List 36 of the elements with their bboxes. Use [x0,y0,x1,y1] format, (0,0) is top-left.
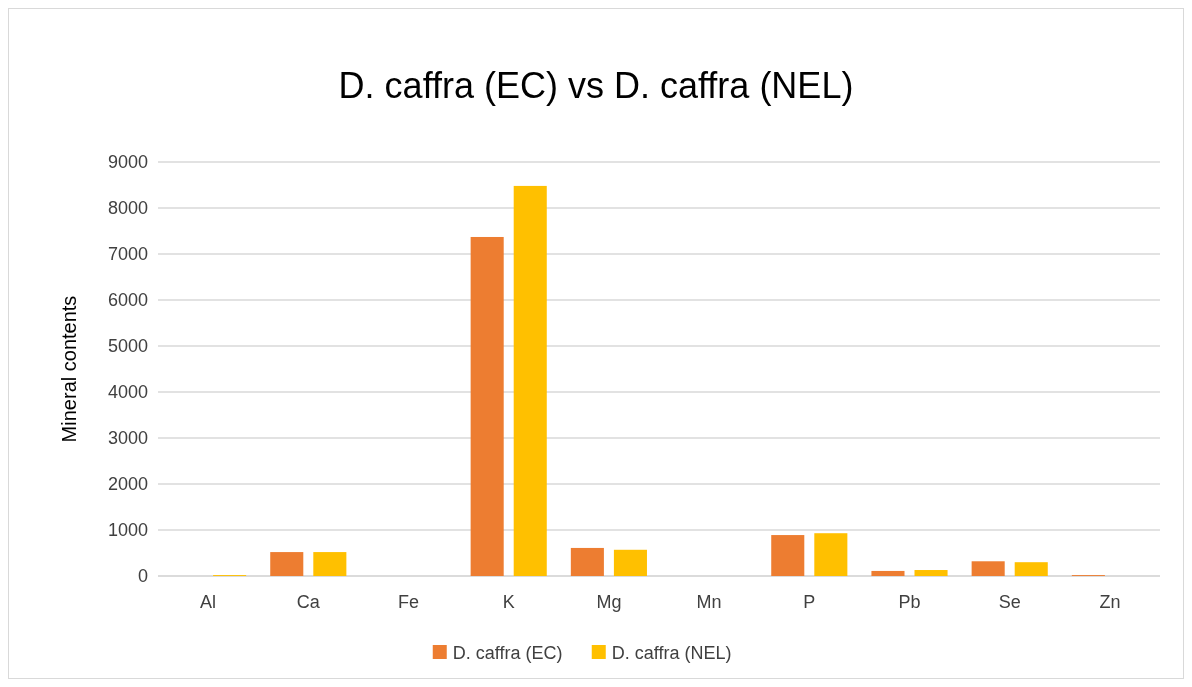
legend-label: D. caffra (EC) [452,643,563,664]
y-axis-title: Mineral contents [58,295,80,443]
y-tick-label: 9000 [107,152,148,173]
x-tick-label: Fe [397,592,420,612]
y-tick-label: 1000 [107,520,148,541]
bar [814,533,848,576]
x-tick-label: K [502,592,515,612]
y-tick-label: 0 [137,566,148,587]
bar [771,535,805,576]
y-tick-label: 3000 [107,428,148,449]
bar [613,549,647,576]
bar [914,570,948,576]
x-tick-label: Pb [898,592,921,612]
x-tick-label: Zn [1099,592,1121,612]
x-tick-label: Ca [296,592,321,612]
bar [971,561,1005,576]
legend-label: D. caffra (NEL) [611,643,732,664]
y-tick-label: 2000 [107,474,148,495]
bar [470,236,504,576]
x-tick-label: Mn [696,592,722,612]
y-tick-label: 4000 [107,382,148,403]
y-tick-label: 8000 [107,198,148,219]
bar [570,547,604,576]
bar [270,552,304,576]
y-tick-label: 7000 [107,244,148,265]
y-tick-label: 5000 [107,336,148,357]
y-tick-label: 6000 [107,290,148,311]
bar [313,552,347,576]
bar [871,570,905,576]
x-tick-label: Mg [596,592,622,612]
x-tick-label: P [803,592,816,612]
x-tick-label: Se [998,592,1021,612]
bar [1014,562,1048,576]
x-tick-label: Al [200,592,217,612]
chart-title: D. caffra (EC) vs D. caffra (NEL) [338,65,854,106]
bar [513,185,547,576]
